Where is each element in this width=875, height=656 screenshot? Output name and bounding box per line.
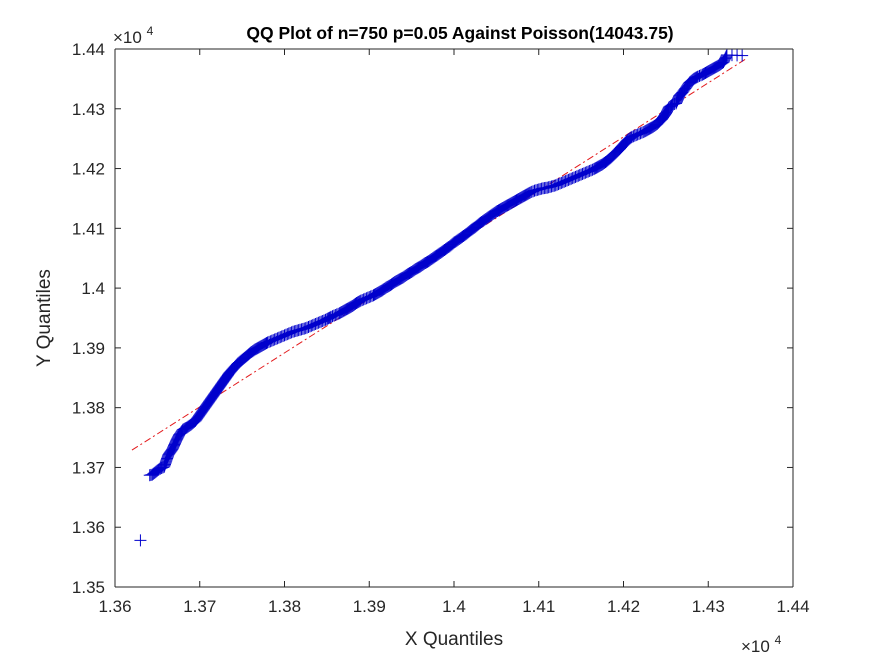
data-point-fill <box>622 133 635 146</box>
data-point-fill <box>258 338 271 351</box>
data-point-fill <box>351 296 364 309</box>
y-tick-label: 1.37 <box>72 458 105 477</box>
plot-area <box>115 49 793 587</box>
data-point-fill <box>521 188 534 201</box>
data-point <box>736 49 749 62</box>
x-exponent-base: ×10 <box>741 637 770 656</box>
y-tick-label: 1.43 <box>72 100 105 119</box>
y-exponent-base: ×10 <box>113 28 142 47</box>
y-tick-label: 1.41 <box>72 219 105 238</box>
y-tick-label: 1.44 <box>72 40 105 59</box>
y-tick-label: 1.39 <box>72 339 105 358</box>
x-exponent-power: 4 <box>775 633 782 647</box>
x-tick-label: 1.38 <box>268 597 301 616</box>
y-ticks: 1.35 1.36 1.37 1.38 1.39 1.4 1.41 1.42 1.43 1.44 <box>72 40 793 597</box>
y-tick-label: 1.38 <box>72 399 105 418</box>
x-tick-label: 1.44 <box>776 597 809 616</box>
x-tick-label: 1.41 <box>522 597 555 616</box>
x-ticks: 1.36 1.37 1.38 1.39 1.4 1.41 1.42 1.43 1.44 <box>98 49 810 616</box>
y-exponent-label: ×10 4 <box>113 24 154 47</box>
x-axis-label: X Quantiles <box>405 629 503 650</box>
data-point-fill <box>719 51 732 64</box>
x-tick-label: 1.43 <box>692 597 725 616</box>
y-tick-label: 1.35 <box>72 578 105 597</box>
x-tick-label: 1.42 <box>607 597 640 616</box>
chart-title: QQ Plot of n=750 p=0.05 Against Poisson(… <box>246 23 673 43</box>
y-axis-label: Y Quantiles <box>34 269 55 367</box>
x-tick-label: 1.4 <box>442 597 466 616</box>
data-point-fill <box>321 312 334 325</box>
data-point-fill <box>720 50 733 63</box>
data-point <box>663 100 676 113</box>
x-tick-label: 1.37 <box>183 597 216 616</box>
y-exponent-power: 4 <box>147 24 154 38</box>
data-point-fill <box>688 72 701 85</box>
data-point <box>134 534 147 547</box>
x-tick-label: 1.36 <box>98 597 131 616</box>
x-exponent-label: ×10 4 <box>741 633 782 656</box>
y-tick-label: 1.42 <box>72 160 105 179</box>
x-tick-label: 1.39 <box>353 597 386 616</box>
data-layer <box>131 48 749 547</box>
y-tick-label: 1.36 <box>72 518 105 537</box>
y-tick-label: 1.4 <box>81 279 105 298</box>
